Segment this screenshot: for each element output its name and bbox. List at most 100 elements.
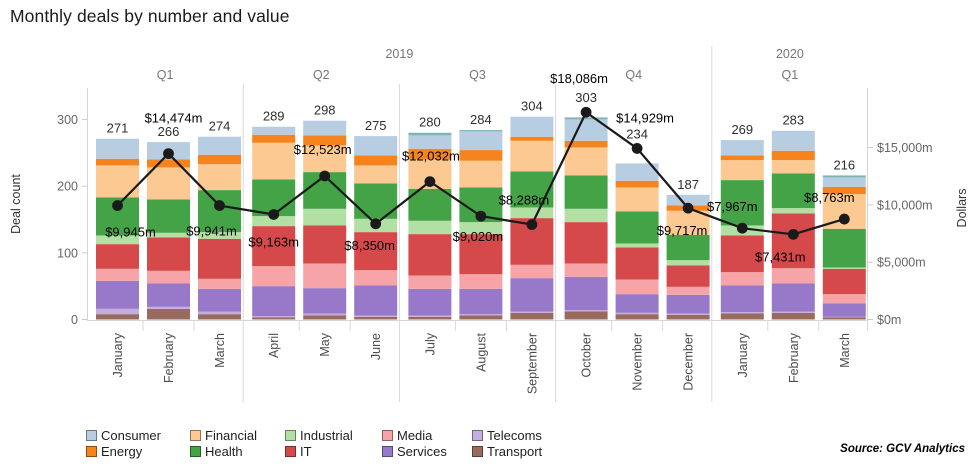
bar-segment-industrial-0[interactable]	[96, 235, 139, 245]
bar-segment-services-2[interactable]	[198, 288, 241, 312]
bar-segment-telecoms-7[interactable]	[459, 314, 503, 316]
line-point-6[interactable]	[424, 176, 436, 188]
line-point-8[interactable]	[526, 219, 538, 230]
bar-segment-it-13[interactable]	[771, 213, 815, 269]
bar-segment-telecoms-6[interactable]	[408, 315, 452, 317]
bar-segment-telecoms-2[interactable]	[198, 311, 241, 315]
bar-segment-transport-1[interactable]	[147, 308, 190, 320]
bar-segment-telecoms-10[interactable]	[615, 312, 659, 315]
bar-segment-consumer-10[interactable]	[615, 163, 659, 181]
bar-segment-financial-2[interactable]	[198, 164, 241, 191]
bar-segment-industrial-11[interactable]	[666, 260, 710, 266]
line-point-1[interactable]	[163, 148, 174, 160]
bar-segment-services-0[interactable]	[96, 280, 139, 309]
bar-segment-health-1[interactable]	[147, 199, 190, 233]
bar-segment-services-7[interactable]	[459, 288, 503, 315]
bar-segment-media-4[interactable]	[303, 263, 347, 289]
bar-segment-energy-2[interactable]	[198, 154, 241, 165]
bar-segment-telecoms-1[interactable]	[147, 306, 190, 309]
bar-segment-energy-12[interactable]	[720, 155, 764, 161]
bar-segment-services-8[interactable]	[510, 278, 554, 312]
bar-segment-transport-2[interactable]	[198, 314, 241, 320]
bar-segment-financial-9[interactable]	[564, 147, 608, 176]
bar-segment-media-14[interactable]	[822, 294, 866, 304]
bar-segment-services-12[interactable]	[720, 285, 764, 313]
bar-segment-industrial-14[interactable]	[822, 267, 866, 269]
bar-segment-industrial-1[interactable]	[147, 232, 190, 238]
line-point-14[interactable]	[838, 213, 850, 225]
bar-segment-it-11[interactable]	[666, 265, 710, 287]
bar-segment-consumer-5[interactable]	[354, 136, 398, 156]
bar-segment-it-1[interactable]	[147, 237, 190, 271]
bar-segment-it-6[interactable]	[408, 234, 452, 276]
bar-segment-telecoms-4[interactable]	[303, 313, 347, 316]
bar-segment-consumer-6[interactable]	[408, 135, 452, 149]
bar-segment-industrial-4[interactable]	[303, 208, 347, 226]
line-point-10[interactable]	[631, 143, 643, 154]
bar-segment-it-5[interactable]	[354, 232, 398, 271]
legend-item-media[interactable]: Media	[382, 427, 472, 443]
bar-segment-health-10[interactable]	[615, 211, 659, 244]
bar-segment-other-7[interactable]	[459, 130, 503, 132]
bar-segment-transport-12[interactable]	[720, 313, 764, 320]
line-point-0[interactable]	[112, 200, 123, 211]
line-point-9[interactable]	[580, 106, 592, 118]
bar-segment-media-2[interactable]	[198, 278, 241, 289]
bar-segment-energy-4[interactable]	[303, 135, 347, 146]
bar-segment-transport-13[interactable]	[771, 312, 815, 320]
line-point-3[interactable]	[268, 209, 280, 220]
bar-segment-services-14[interactable]	[822, 303, 866, 317]
bar-segment-telecoms-0[interactable]	[96, 308, 139, 315]
bar-segment-media-5[interactable]	[354, 270, 398, 286]
legend-item-telecoms[interactable]: Telecoms	[472, 427, 568, 443]
bar-segment-energy-14[interactable]	[822, 186, 866, 195]
bar-segment-industrial-13[interactable]	[771, 208, 815, 214]
bar-segment-health-14[interactable]	[822, 228, 866, 268]
line-point-13[interactable]	[787, 228, 799, 240]
bar-segment-consumer-14[interactable]	[822, 177, 866, 187]
bar-segment-other-9[interactable]	[564, 117, 608, 120]
line-point-4[interactable]	[319, 170, 331, 182]
bar-segment-energy-13[interactable]	[771, 150, 815, 161]
bar-segment-it-0[interactable]	[96, 244, 139, 269]
bar-segment-transport-5[interactable]	[354, 316, 398, 320]
bar-segment-energy-3[interactable]	[252, 134, 296, 143]
bar-segment-consumer-11[interactable]	[666, 194, 710, 206]
bar-segment-it-12[interactable]	[720, 235, 764, 273]
bar-segment-financial-8[interactable]	[510, 140, 554, 172]
bar-segment-energy-1[interactable]	[147, 159, 190, 168]
line-point-11[interactable]	[682, 202, 694, 214]
bar-segment-industrial-10[interactable]	[615, 243, 659, 248]
bar-segment-telecoms-3[interactable]	[252, 316, 296, 318]
bar-segment-industrial-3[interactable]	[252, 216, 296, 227]
bar-segment-it-10[interactable]	[615, 247, 659, 280]
legend-item-health[interactable]: Health	[190, 443, 285, 459]
bar-segment-transport-9[interactable]	[564, 311, 608, 320]
bar-segment-transport-14[interactable]	[822, 317, 866, 320]
bar-segment-other-6[interactable]	[408, 132, 452, 136]
bar-segment-media-13[interactable]	[771, 268, 815, 284]
bar-segment-health-12[interactable]	[720, 180, 764, 226]
bar-segment-financial-4[interactable]	[303, 145, 347, 173]
bar-segment-transport-11[interactable]	[666, 314, 710, 320]
bar-segment-industrial-2[interactable]	[198, 232, 241, 239]
bar-segment-financial-1[interactable]	[147, 167, 190, 200]
bar-segment-industrial-7[interactable]	[459, 222, 503, 235]
bar-segment-consumer-12[interactable]	[720, 140, 764, 156]
bar-segment-it-9[interactable]	[564, 222, 608, 264]
bar-segment-financial-5[interactable]	[354, 165, 398, 184]
bar-segment-it-14[interactable]	[822, 268, 866, 295]
legend-item-consumer[interactable]: Consumer	[86, 427, 190, 443]
bar-segment-energy-5[interactable]	[354, 155, 398, 166]
bar-segment-services-5[interactable]	[354, 285, 398, 316]
bar-segment-media-8[interactable]	[510, 264, 554, 279]
bar-segment-consumer-7[interactable]	[459, 131, 503, 151]
bar-segment-services-1[interactable]	[147, 283, 190, 307]
legend-item-financial[interactable]: Financial	[190, 427, 285, 443]
bar-segment-financial-13[interactable]	[771, 160, 815, 174]
bar-segment-industrial-6[interactable]	[408, 220, 452, 235]
bar-segment-transport-6[interactable]	[408, 316, 452, 320]
legend-item-industrial[interactable]: Industrial	[285, 427, 382, 443]
bar-segment-services-11[interactable]	[666, 294, 710, 314]
bar-segment-transport-10[interactable]	[615, 314, 659, 320]
